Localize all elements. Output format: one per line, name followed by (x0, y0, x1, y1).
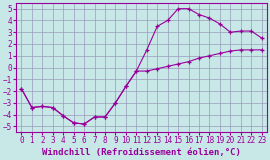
X-axis label: Windchill (Refroidissement éolien,°C): Windchill (Refroidissement éolien,°C) (42, 148, 241, 157)
